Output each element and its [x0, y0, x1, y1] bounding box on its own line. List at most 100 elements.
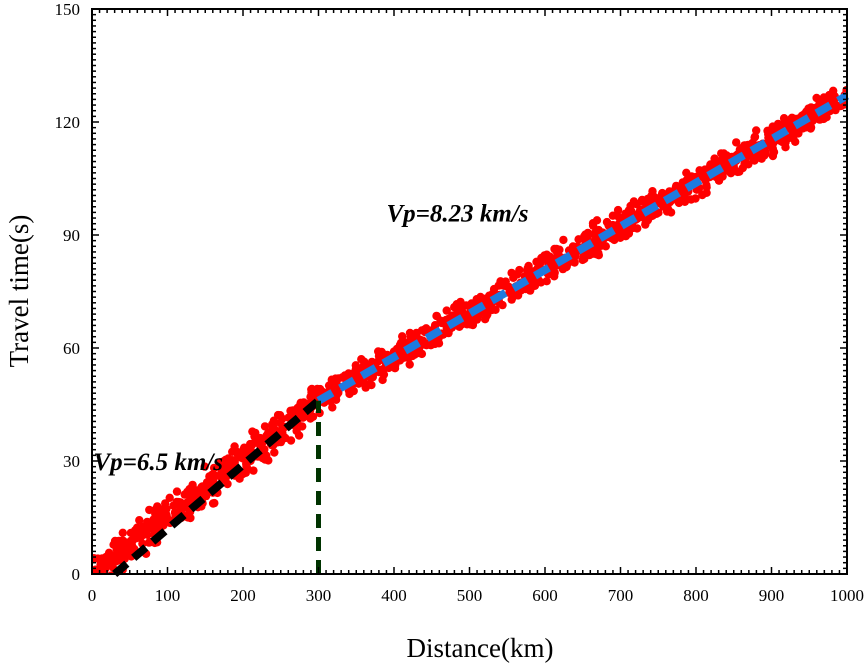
fit-line: [112, 397, 322, 578]
y-tick-label: 90: [63, 226, 80, 245]
scatter-point: [246, 439, 255, 449]
scatter-point: [306, 414, 315, 423]
x-tick-label: 800: [683, 586, 709, 605]
scatter-point: [375, 355, 384, 365]
scatter-point: [270, 448, 279, 457]
scatter-point: [637, 197, 647, 206]
scatter-point: [210, 498, 219, 508]
scatter-point: [624, 229, 634, 238]
scatter-point: [768, 151, 778, 161]
scatter-point: [130, 531, 139, 540]
scatter-point: [264, 456, 273, 465]
velocity-annotation: Vp=6.5 km/s: [94, 449, 224, 476]
scatter-point: [779, 114, 789, 123]
scatter-point: [158, 518, 167, 527]
x-axis-title: Distance(km): [407, 633, 554, 663]
x-tick-label: 600: [532, 586, 558, 605]
velocity-annotation: Vp=8.23 km/s: [386, 200, 528, 227]
x-tick-label: 400: [381, 586, 407, 605]
scatter-point: [216, 470, 225, 479]
scatter-point: [658, 188, 667, 198]
scatter-point: [158, 511, 168, 521]
scatter-point: [112, 545, 121, 554]
scatter-point: [750, 132, 760, 141]
scatter-point: [97, 558, 107, 568]
scatter-point: [432, 312, 442, 321]
scatter-point: [424, 339, 433, 349]
scatter-point: [806, 109, 815, 118]
scatter-point: [118, 528, 128, 537]
scatter-point: [417, 349, 427, 359]
scatter-point: [176, 502, 185, 511]
scatter-point: [735, 167, 744, 176]
scatter-point: [627, 206, 636, 216]
scatter-point: [732, 138, 741, 147]
scatter-point: [172, 487, 182, 496]
x-tick-label: 1000: [830, 586, 864, 605]
scatter-point: [633, 224, 642, 233]
scatter-point: [169, 501, 178, 510]
fit-lines-layer: [112, 92, 849, 578]
y-tick-label: 150: [55, 0, 81, 19]
scatter-point: [378, 375, 387, 385]
scatter-point: [580, 254, 589, 264]
scatter-point: [610, 235, 619, 245]
y-axis-title: Travel time(s): [4, 215, 34, 368]
scatter-point: [260, 422, 270, 431]
scatter-point: [328, 403, 337, 412]
scatter-point: [92, 554, 99, 563]
scatter-point: [119, 536, 128, 546]
scatter-point: [232, 447, 241, 456]
scatter-point: [268, 424, 278, 433]
scatter-point: [820, 94, 830, 104]
scatter-point: [702, 181, 711, 190]
scatter-point: [338, 373, 347, 382]
scatter-point: [542, 250, 551, 259]
scatter-point: [821, 112, 830, 122]
scatter-point: [442, 306, 451, 315]
scatter-point: [145, 505, 154, 515]
scatter-point: [647, 191, 656, 201]
scatter-point: [378, 365, 387, 374]
x-tick-label: 100: [155, 586, 181, 605]
scatter-point: [157, 505, 166, 514]
scatter-point: [314, 386, 324, 396]
scatter-point: [188, 480, 197, 490]
scatter-point: [351, 366, 360, 376]
y-tick-label: 60: [63, 339, 80, 358]
scatter-point: [242, 463, 251, 472]
scatter-point: [186, 513, 195, 523]
x-tick-label: 200: [230, 586, 256, 605]
scatter-point: [180, 490, 189, 499]
x-tick-label: 700: [608, 586, 634, 605]
scatter-point: [223, 479, 232, 489]
scatter-point: [699, 168, 708, 177]
y-tick-label: 120: [55, 113, 81, 132]
scatter-point: [118, 543, 128, 552]
scatter-point: [787, 114, 796, 124]
scatter-point: [408, 351, 417, 361]
scatter-point: [579, 234, 588, 243]
scatter-point: [92, 576, 100, 584]
scatter-point: [307, 385, 316, 394]
scatter-point: [324, 381, 334, 390]
scatter-point: [275, 411, 285, 420]
scatter-point: [454, 307, 464, 316]
scatter-point: [298, 422, 307, 431]
y-tick-label: 30: [63, 452, 80, 471]
axis-ticks-layer: 0 100 200 300 400 500 600 700 800 900 1000 0 30 60 90 1…: [55, 0, 865, 605]
scatter-point: [367, 380, 376, 390]
scatter-point: [135, 516, 144, 525]
scatter-point: [737, 143, 747, 153]
scatter-point: [777, 120, 786, 129]
scatter-point: [466, 320, 475, 329]
scatter-point: [694, 185, 703, 194]
scatter-point: [614, 213, 624, 222]
scatter-point: [613, 205, 623, 215]
scatter-point: [680, 197, 690, 206]
scatter-point: [249, 466, 258, 475]
scatter-point: [260, 445, 269, 454]
fit-line: [316, 92, 849, 405]
scatter-point: [744, 160, 753, 169]
x-tick-label: 500: [457, 586, 483, 605]
